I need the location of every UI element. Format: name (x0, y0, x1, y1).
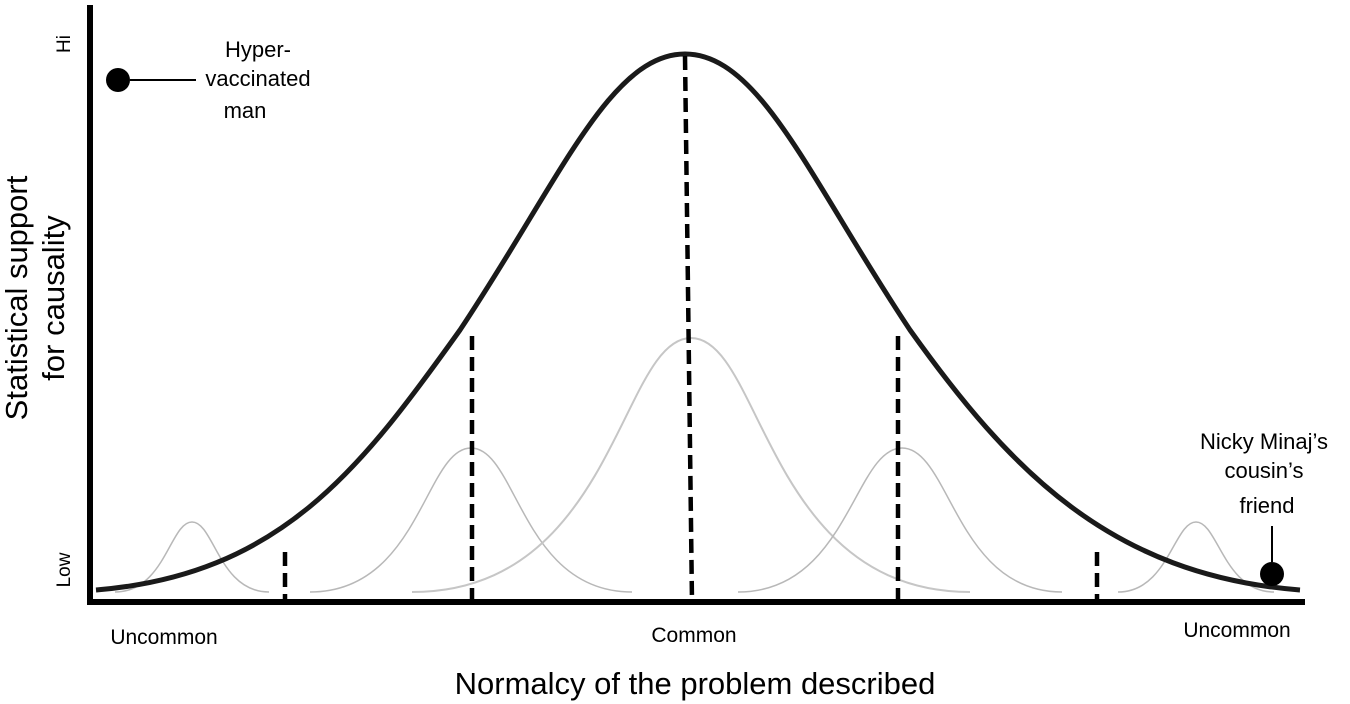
small-curve-far-right (1117, 521, 1275, 593)
x-category-right: Uncommon (1183, 619, 1290, 642)
small-curve-mid-right (737, 447, 1063, 593)
dashed-lines-group (282, 55, 1100, 603)
left-point-marker (106, 68, 130, 92)
main-bell-curve (95, 51, 1301, 593)
dashed-line-center (682, 55, 695, 603)
right-point-label-line-1: Nicky Minaj’s (1200, 429, 1328, 454)
left-point-label-line-3: man (224, 98, 267, 123)
small-curve-far-left (114, 521, 270, 593)
right-point-label-line-2: cousin’s (1224, 458, 1303, 483)
x-category-left: Uncommon (110, 626, 217, 649)
small-curve-center (411, 336, 971, 593)
y-tick-high: Hi (54, 35, 75, 53)
left-point-label-line-2: vaccinated (205, 66, 310, 91)
right-point-marker (1260, 562, 1284, 586)
y-tick-low: Low (54, 552, 75, 587)
small-curves-group (114, 336, 1275, 593)
y-axis-title-line-2: for causality (36, 215, 71, 381)
x-category-center: Common (651, 624, 736, 647)
x-axis-title: Normalcy of the problem described (455, 666, 936, 701)
left-point-label-line-1: Hyper- (225, 37, 291, 62)
right-point-label-line-3: friend (1239, 493, 1294, 518)
y-axis-title-line-1: Statistical support (0, 175, 34, 420)
